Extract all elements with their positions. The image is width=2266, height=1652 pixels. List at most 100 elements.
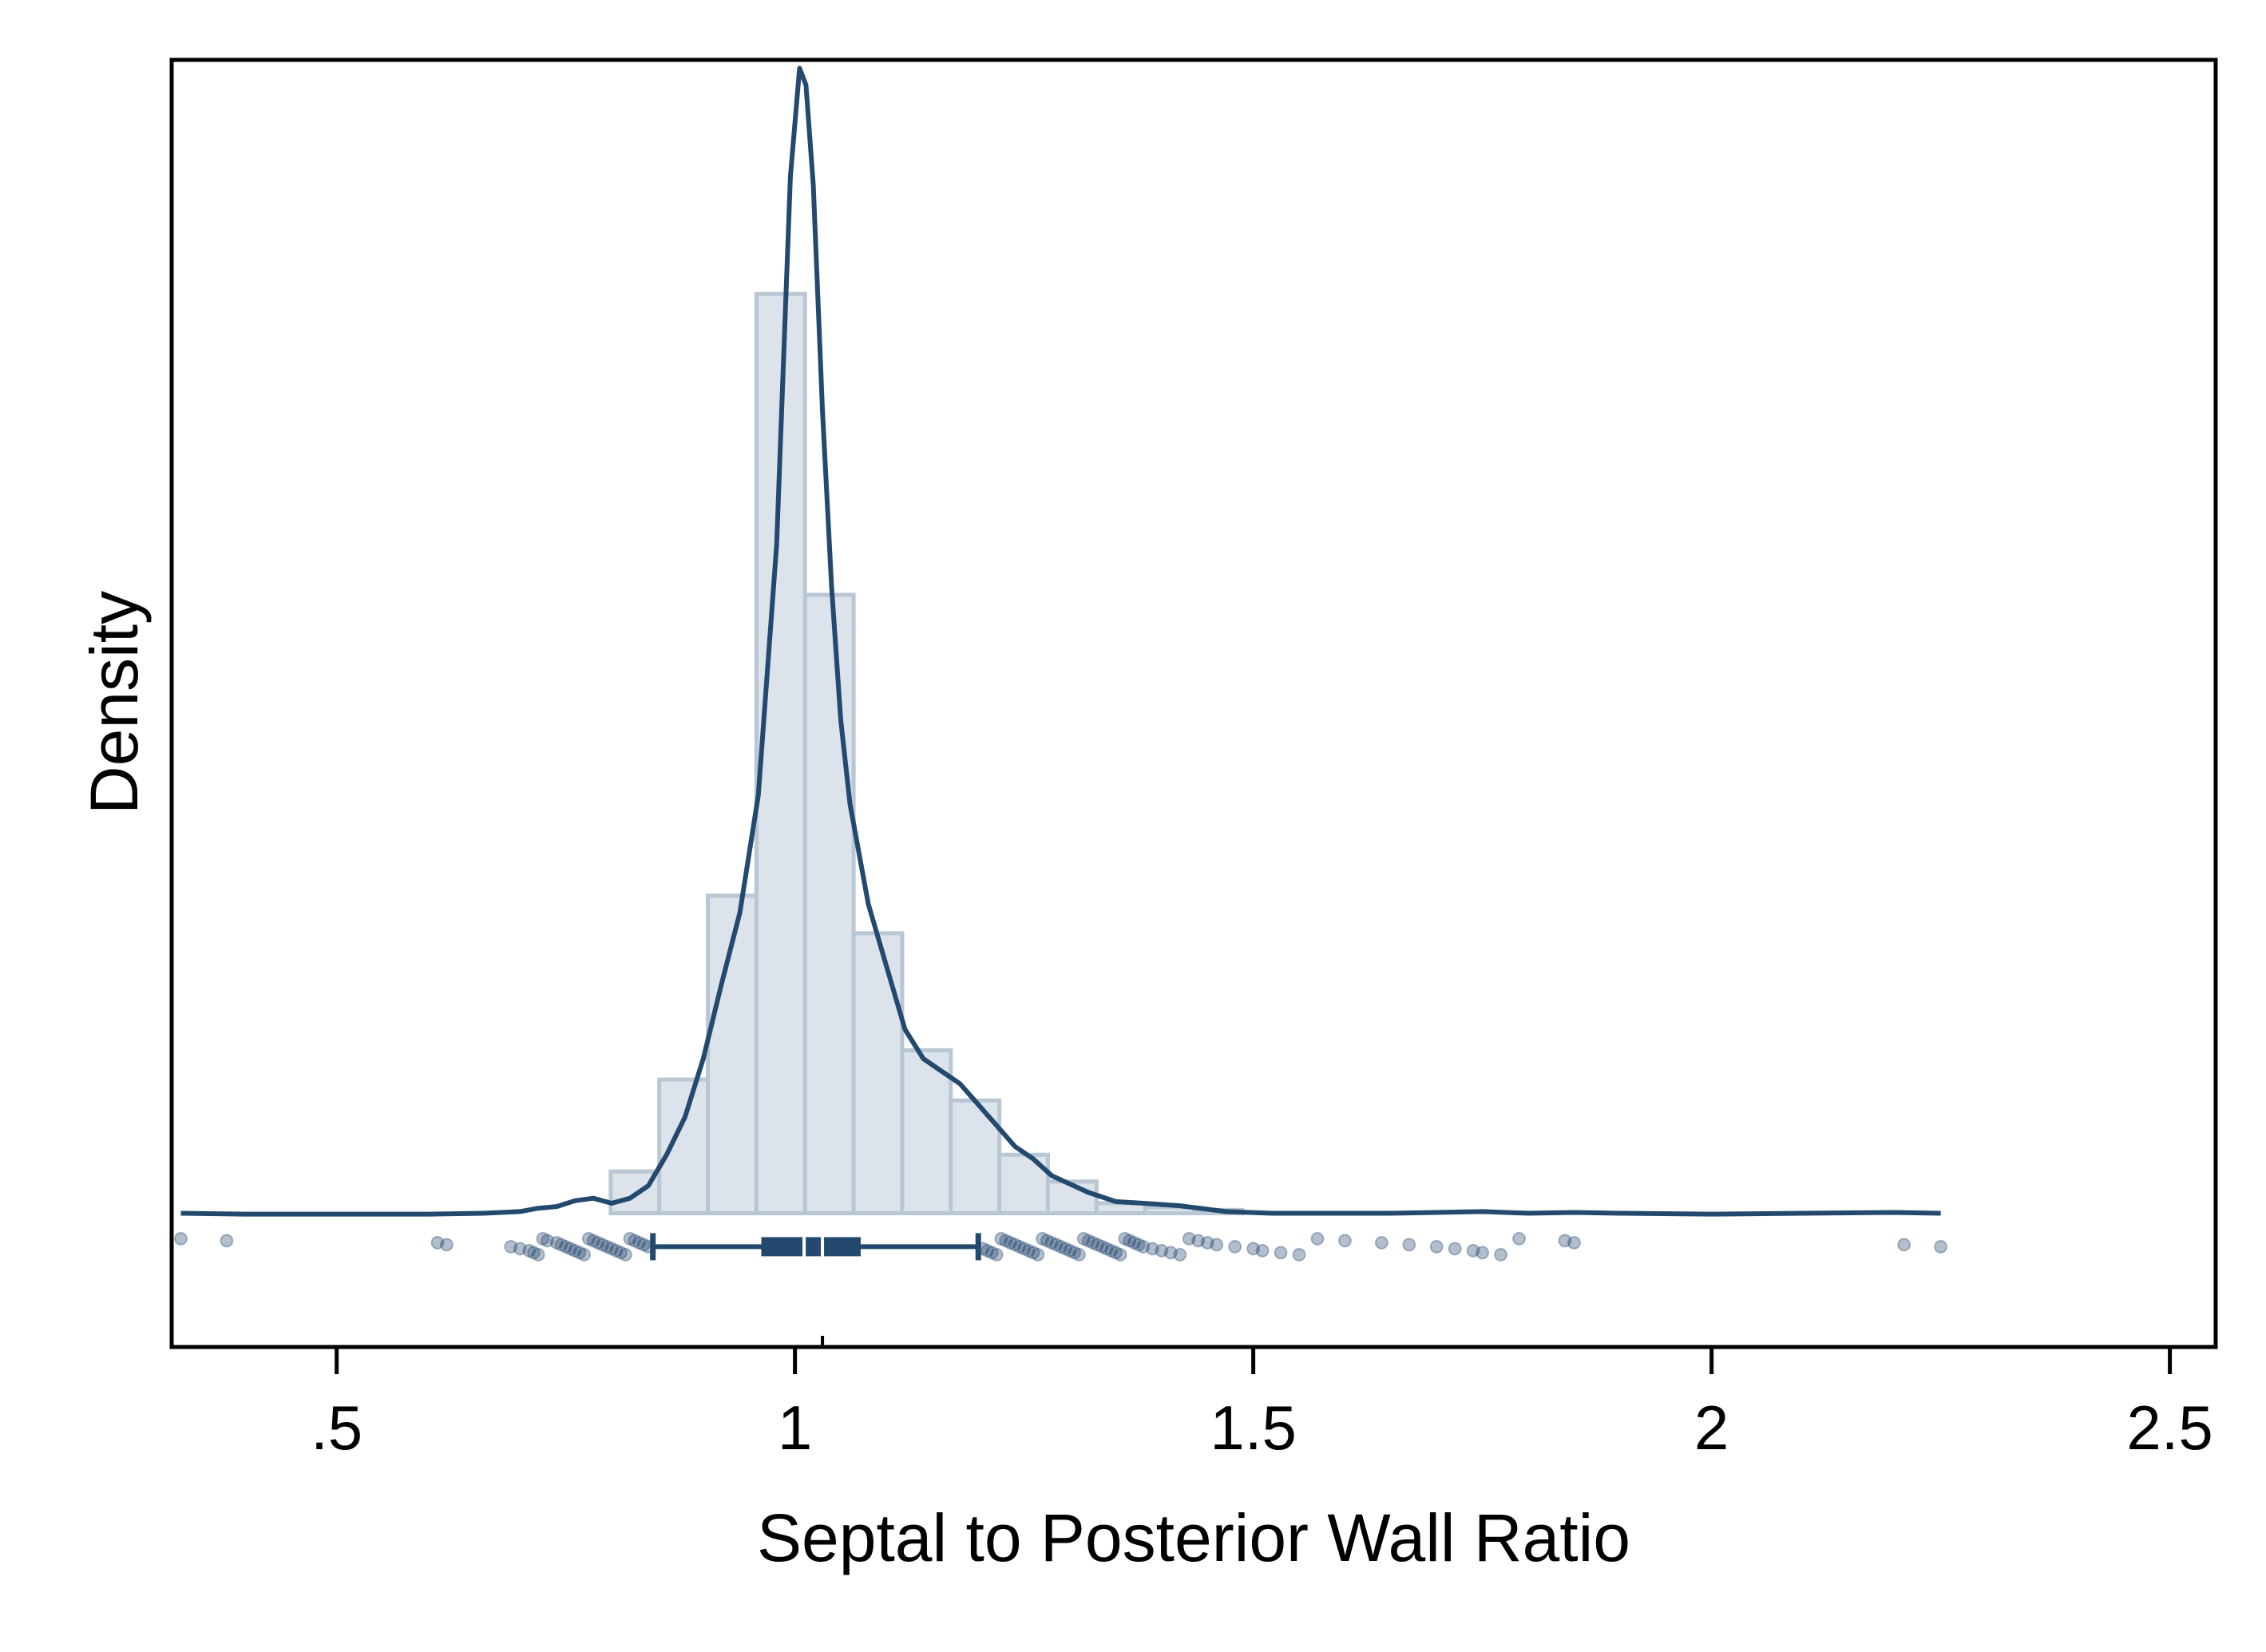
outlier-point-38 xyxy=(1003,1235,1017,1250)
outlier-point-30 xyxy=(636,1238,651,1252)
outlier-point-51 xyxy=(1063,1243,1077,1258)
outlier-point-52 xyxy=(1068,1246,1082,1260)
outlier-point-59 xyxy=(1099,1242,1114,1256)
outlier-point-11 xyxy=(549,1235,564,1250)
outlier-point-74 xyxy=(1200,1235,1214,1250)
outlier-point-87 xyxy=(1466,1243,1480,1258)
outlier-point-60 xyxy=(1104,1243,1119,1258)
outlier-point-27 xyxy=(623,1231,637,1246)
outlier-point-69 xyxy=(1155,1243,1169,1258)
outlier-point-78 xyxy=(1255,1243,1270,1258)
histogram-bar-4 xyxy=(802,592,856,1216)
outlier-point-73 xyxy=(1191,1234,1206,1248)
outlier-point-92 xyxy=(1567,1235,1581,1250)
outlier-point-28 xyxy=(628,1234,642,1248)
outlier-point-55 xyxy=(1081,1234,1095,1248)
outlier-point-72 xyxy=(1182,1231,1196,1246)
outlier-point-42 xyxy=(1021,1243,1036,1258)
outlier-point-34 xyxy=(984,1246,999,1260)
outlier-point-48 xyxy=(1049,1238,1064,1252)
histogram-bar-6 xyxy=(900,1048,953,1216)
outlier-point-19 xyxy=(586,1234,600,1248)
outlier-point-90 xyxy=(1512,1231,1527,1246)
outlier-point-35 xyxy=(989,1247,1004,1262)
x-tick-label-1: 1 xyxy=(778,1393,812,1463)
x-tick-label-3: 2 xyxy=(1694,1393,1729,1463)
outlier-point-46 xyxy=(1040,1234,1054,1248)
outlier-point-57 xyxy=(1090,1238,1104,1252)
density-curve-layer xyxy=(180,65,1941,1217)
outlier-point-83 xyxy=(1374,1235,1389,1250)
y-axis-title: Density xyxy=(77,591,152,814)
outlier-point-22 xyxy=(600,1239,614,1254)
outlier-point-71 xyxy=(1173,1247,1187,1262)
outlier-point-25 xyxy=(614,1246,628,1260)
outlier-point-47 xyxy=(1044,1235,1059,1250)
histogram-bar-1 xyxy=(657,1077,711,1216)
plot-frame xyxy=(169,57,2218,1349)
outlier-point-91 xyxy=(1558,1234,1572,1248)
outlier-point-54 xyxy=(1076,1231,1091,1246)
outlier-point-63 xyxy=(1118,1231,1132,1246)
outlier-point-2 xyxy=(430,1235,445,1250)
x-axis: .5 1 1.5 2 2.5 xyxy=(311,1347,2213,1463)
outlier-point-45 xyxy=(1036,1231,1050,1246)
outlier-point-8 xyxy=(531,1247,545,1262)
outlier-point-39 xyxy=(1008,1238,1022,1252)
outlier-point-14 xyxy=(563,1242,577,1256)
outlier-point-44 xyxy=(1031,1247,1045,1262)
x-tick-label-2: 1.5 xyxy=(1210,1393,1296,1463)
outlier-point-66 xyxy=(1131,1238,1146,1252)
outlier-point-64 xyxy=(1123,1234,1137,1248)
outlier-point-17 xyxy=(577,1247,592,1262)
outlier-point-49 xyxy=(1054,1239,1068,1254)
outlier-point-3 xyxy=(439,1238,454,1252)
outlier-point-5 xyxy=(513,1242,527,1256)
outlier-point-94 xyxy=(1934,1239,1948,1254)
outlier-point-29 xyxy=(632,1235,646,1250)
outlier-point-81 xyxy=(1310,1231,1325,1246)
outlier-point-16 xyxy=(572,1246,587,1260)
x-axis-title: Septal to Posterior Wall Ratio xyxy=(757,1500,1630,1575)
outlier-point-88 xyxy=(1476,1246,1490,1260)
outlier-point-56 xyxy=(1086,1235,1100,1250)
outlier-point-40 xyxy=(1012,1239,1027,1254)
outlier-point-12 xyxy=(554,1238,568,1252)
outlier-point-0 xyxy=(173,1231,188,1246)
outlier-point-7 xyxy=(526,1246,541,1260)
boxplot xyxy=(650,1233,981,1347)
x-tick-label-4: 2.5 xyxy=(2126,1393,2213,1463)
outlier-point-21 xyxy=(596,1238,610,1252)
outlier-point-85 xyxy=(1429,1239,1444,1254)
outlier-point-58 xyxy=(1095,1239,1109,1254)
outlier-point-62 xyxy=(1113,1247,1127,1262)
outlier-point-93 xyxy=(1897,1238,1911,1252)
outlier-point-53 xyxy=(1072,1247,1087,1262)
outlier-point-23 xyxy=(604,1242,619,1256)
outlier-point-37 xyxy=(999,1234,1013,1248)
outlier-point-36 xyxy=(994,1231,1008,1246)
outlier-point-4 xyxy=(504,1239,518,1254)
outlier-point-67 xyxy=(1136,1239,1151,1254)
outlier-point-20 xyxy=(591,1235,605,1250)
histogram-bar-5 xyxy=(851,931,905,1216)
outlier-point-6 xyxy=(522,1243,537,1258)
outlier-point-9 xyxy=(536,1231,550,1246)
density-curve xyxy=(180,65,1941,1217)
outlier-point-13 xyxy=(559,1239,573,1254)
outlier-point-50 xyxy=(1058,1242,1072,1256)
outlier-point-18 xyxy=(581,1231,596,1246)
outlier-point-26 xyxy=(618,1247,632,1262)
outlier-point-80 xyxy=(1292,1247,1306,1262)
outlier-point-89 xyxy=(1494,1247,1508,1262)
outlier-point-43 xyxy=(1026,1246,1040,1260)
outlier-point-86 xyxy=(1448,1242,1462,1256)
outlier-point-33 xyxy=(980,1243,995,1258)
outlier-point-61 xyxy=(1108,1246,1123,1260)
histogram-bars xyxy=(608,291,1245,1216)
outlier-point-10 xyxy=(541,1234,555,1248)
outlier-point-24 xyxy=(609,1243,624,1258)
outlier-point-70 xyxy=(1163,1246,1178,1260)
